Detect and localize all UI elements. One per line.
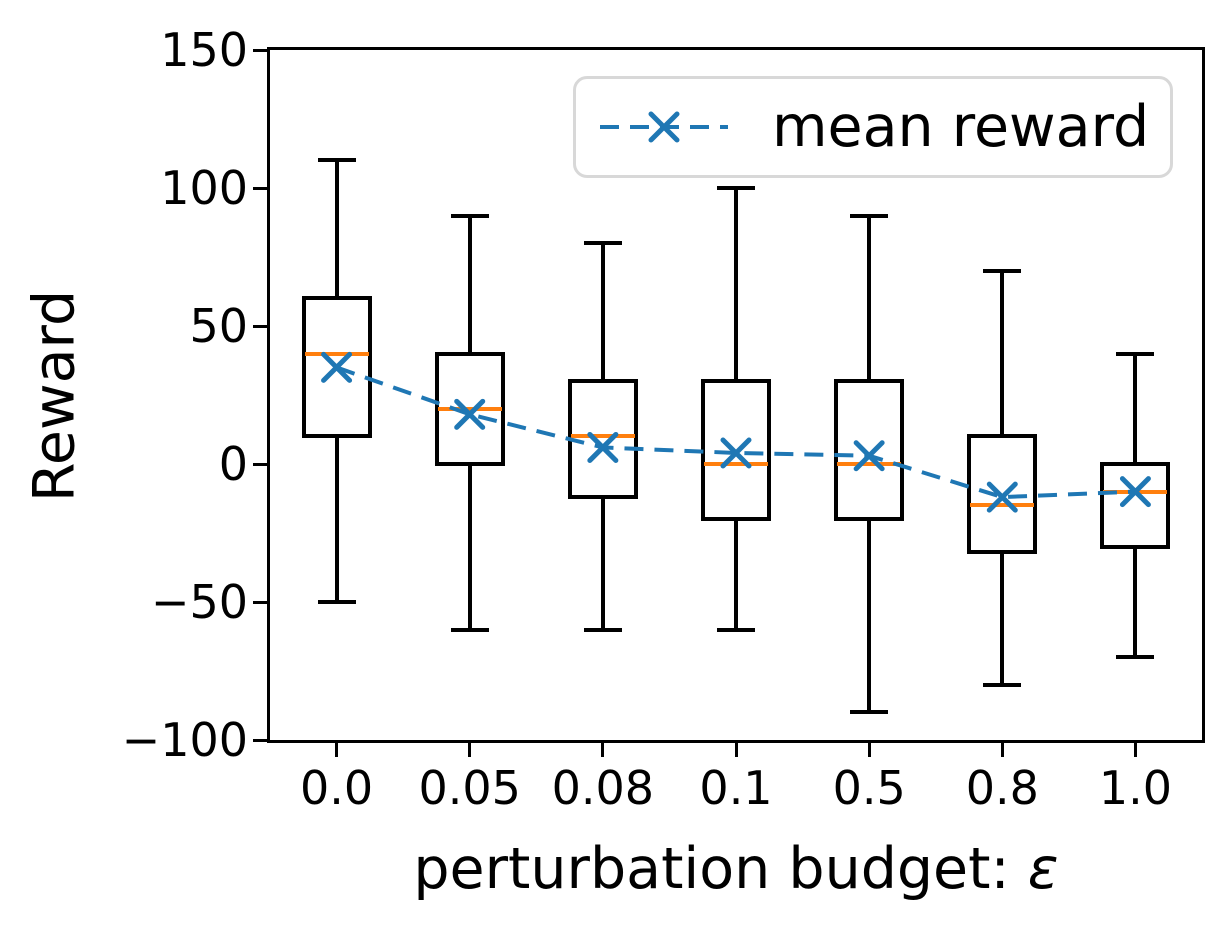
y-tick-mark <box>253 48 267 52</box>
whisker-cap-top <box>983 268 1022 273</box>
y-tick-mark <box>253 738 267 742</box>
x-tick-label: 0.05 <box>418 761 521 815</box>
legend-line-sample <box>600 111 728 143</box>
whisker-cap-bottom <box>450 627 489 632</box>
whisker-cap-top <box>583 241 622 246</box>
x-axis-label-text: perturbation budget: <box>413 836 1028 902</box>
median-line <box>304 351 369 356</box>
median-line <box>437 406 502 411</box>
x-tick-label: 1.0 <box>1098 761 1172 815</box>
whisker-upper <box>1000 270 1005 437</box>
y-tick-label: −100 <box>121 713 248 767</box>
x-tick-mark <box>1000 743 1004 757</box>
x-tick-mark <box>601 743 605 757</box>
y-tick-label: 0 <box>218 437 248 491</box>
whisker-cap-bottom <box>1116 655 1155 660</box>
whisker-lower <box>334 436 339 602</box>
median-line <box>704 462 768 466</box>
median-line <box>970 503 1035 508</box>
y-tick-label: 150 <box>160 23 248 77</box>
box-iqr <box>1100 462 1171 549</box>
y-tick-mark <box>253 324 267 328</box>
x-tick-label: 0.1 <box>699 761 773 815</box>
box-iqr <box>967 434 1038 555</box>
x-tick-mark <box>335 743 339 757</box>
whisker-cap-bottom <box>717 627 755 632</box>
whisker-upper <box>334 160 339 299</box>
x-tick-mark <box>734 743 738 757</box>
median-line <box>837 462 902 466</box>
whisker-upper <box>1133 353 1138 464</box>
whisker-cap-bottom <box>850 710 889 715</box>
whisker-lower <box>600 497 605 630</box>
box-iqr <box>701 379 771 522</box>
box-iqr <box>567 379 638 500</box>
whisker-upper <box>867 215 872 382</box>
whisker-upper <box>467 215 472 354</box>
x-tick-mark <box>468 743 472 757</box>
y-tick-label: 100 <box>160 161 248 215</box>
y-tick-label: 50 <box>189 299 248 353</box>
x-tick-mark <box>867 743 871 757</box>
whisker-lower <box>867 519 872 713</box>
y-tick-mark <box>253 186 267 190</box>
y-tick-mark <box>253 462 267 466</box>
x-tick-mark <box>1133 743 1137 757</box>
legend-x-marker-icon <box>648 111 680 143</box>
y-tick-label: −50 <box>150 575 248 629</box>
median-line <box>1103 489 1168 494</box>
y-tick-mark <box>253 600 267 604</box>
median-line <box>570 434 635 439</box>
x-tick-label: 0.5 <box>832 761 906 815</box>
x-axis-label: perturbation budget: ε <box>270 838 1202 901</box>
whisker-cap-bottom <box>583 627 622 632</box>
box-iqr <box>301 296 372 439</box>
whisker-cap-top <box>850 213 889 218</box>
whisker-cap-top <box>317 158 356 163</box>
whisker-cap-bottom <box>317 600 356 604</box>
whisker-lower <box>1000 552 1005 685</box>
x-tick-label: 0.08 <box>551 761 655 815</box>
epsilon-symbol: ε <box>1027 836 1059 902</box>
whisker-cap-top <box>450 213 489 218</box>
whisker-lower <box>1133 546 1138 658</box>
whisker-cap-bottom <box>983 682 1022 687</box>
legend: mean reward <box>573 76 1173 178</box>
whisker-lower <box>467 464 472 630</box>
whisker-upper <box>600 243 605 382</box>
whisker-lower <box>734 519 738 630</box>
x-tick-label: 0.8 <box>965 761 1039 815</box>
legend-entry-label: mean reward <box>772 93 1150 160</box>
whisker-cap-top <box>1116 351 1155 356</box>
box-iqr <box>834 379 905 522</box>
x-tick-label: 0.0 <box>299 761 374 815</box>
whisker-upper <box>734 188 738 382</box>
whisker-cap-top <box>717 186 755 190</box>
